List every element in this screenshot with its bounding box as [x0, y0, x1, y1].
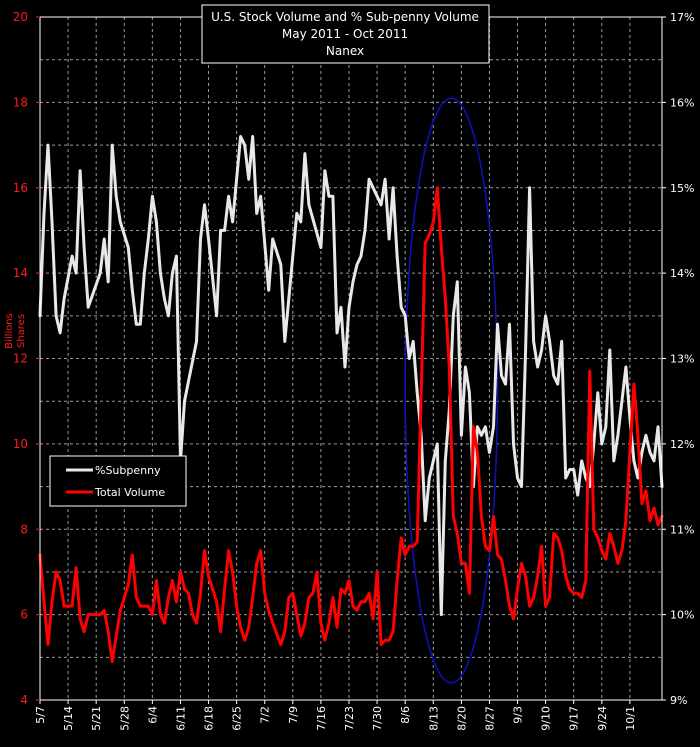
legend: %Subpenny Total Volume — [49, 455, 187, 507]
y-axis-left-label-line1: Billions — [4, 313, 15, 349]
x-tick-label: 9/24 — [596, 706, 609, 731]
x-tick-label: 9/17 — [568, 706, 581, 731]
axes-layer: 5/7 5/14 5/21 5/28 6/4 6/11 6/18 6/25 7/2 7/9 7/16… — [13, 10, 695, 731]
x-tick-label: 5/7 — [34, 706, 47, 724]
annotation-layer — [404, 97, 499, 684]
y-right-tick-label: 11% — [670, 523, 694, 536]
y-axis-left-label-line2: Shares — [16, 314, 27, 348]
x-tick-label: 6/4 — [146, 706, 159, 724]
y-left-tick-label: 4 — [20, 693, 28, 707]
x-tick-label: 6/18 — [203, 706, 216, 731]
legend-label-total-volume: Total Volume — [94, 486, 165, 499]
y-left-tick-label: 6 — [20, 608, 28, 622]
legend-frame — [49, 455, 187, 507]
x-tick-label: 5/21 — [90, 706, 103, 731]
y-right-tick-label: 12% — [670, 438, 694, 451]
y-left-tick-label: 16 — [13, 181, 28, 195]
y-left-tick-label: 10 — [13, 437, 28, 451]
chart-title-box: U.S. Stock Volume and % Sub-penny Volume… — [201, 4, 490, 64]
x-tick-label: 10/1 — [624, 706, 637, 731]
y-axis-left-label: Billions Shares — [4, 313, 27, 349]
y-right-tick-label: 13% — [670, 353, 694, 366]
x-tick-label: 9/3 — [512, 706, 525, 724]
x-tick-label: 5/14 — [62, 706, 75, 731]
y-left-tick-label: 8 — [20, 522, 28, 536]
y-left-tick-label: 12 — [13, 352, 28, 366]
y-left-tick-label: 18 — [13, 95, 28, 109]
chart-title: U.S. Stock Volume and % Sub-penny Volume — [211, 10, 479, 24]
series-line-subpenny — [38, 135, 664, 617]
x-tick-label: 8/20 — [455, 706, 468, 731]
chart-subtitle: May 2011 - Oct 2011 — [282, 27, 408, 41]
y-right-tick-label: 16% — [670, 96, 694, 109]
x-tick-label: 8/27 — [483, 706, 496, 731]
series-layer — [38, 135, 664, 664]
x-tick-label: 5/28 — [118, 706, 131, 731]
y-right-tick-label: 10% — [670, 609, 694, 622]
annotation-ellipse — [404, 97, 499, 684]
y-left-tick-label: 14 — [13, 266, 28, 280]
series-line-total-volume — [38, 186, 664, 664]
x-tick-label: 6/11 — [174, 706, 187, 731]
x-tick-label: 7/30 — [371, 706, 384, 731]
y-right-tick-label: 14% — [670, 267, 694, 280]
x-tick-label: 7/23 — [343, 706, 356, 731]
chart-source: Nanex — [326, 44, 364, 58]
x-tick-label: 6/25 — [231, 706, 244, 731]
x-tick-label: 7/9 — [287, 706, 300, 724]
x-tick-label: 8/13 — [427, 706, 440, 731]
y-right-tick-label: 17% — [670, 11, 694, 24]
x-tick-label: 8/6 — [399, 706, 412, 724]
y-left-tick-label: 20 — [13, 10, 28, 24]
x-tick-label: 9/10 — [540, 706, 553, 731]
title-box-frame — [201, 4, 490, 64]
y-right-tick-label: 9% — [670, 694, 687, 707]
x-tick-label: 7/16 — [315, 706, 328, 731]
y-right-tick-label: 15% — [670, 182, 694, 195]
x-tick-label: 7/2 — [259, 706, 272, 724]
legend-label-subpenny: %Subpenny — [95, 464, 161, 477]
